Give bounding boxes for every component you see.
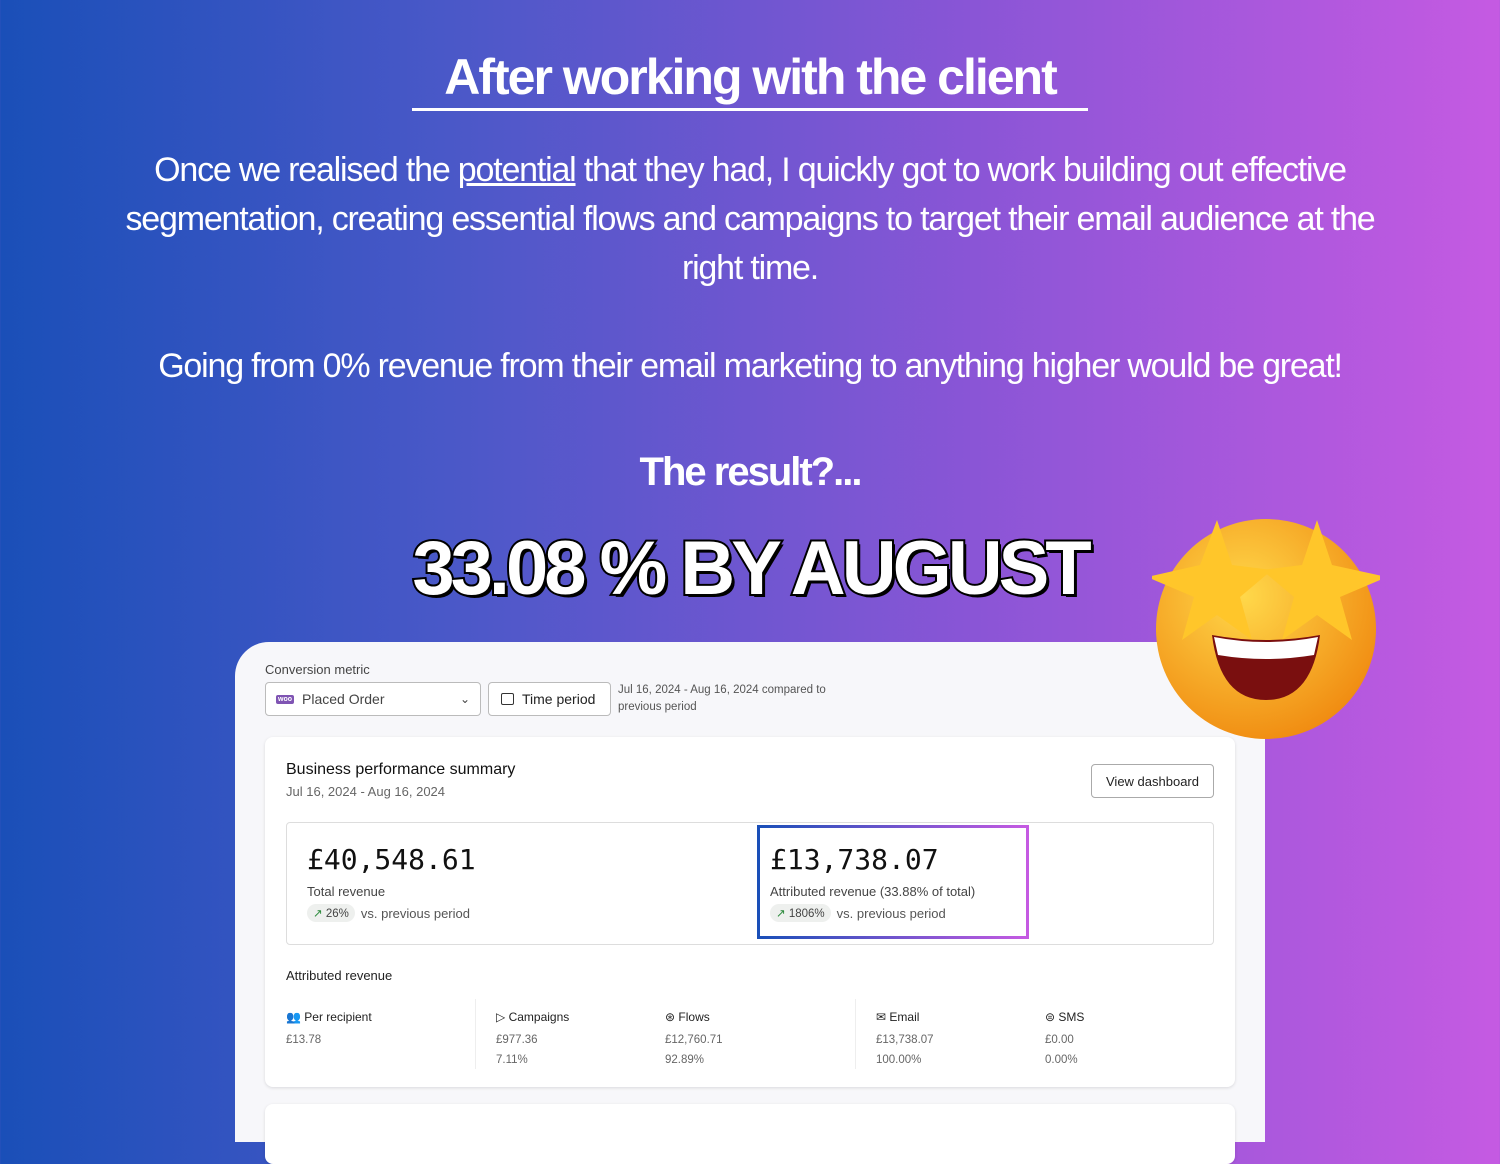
next-card <box>265 1104 1235 1164</box>
calendar-icon <box>501 693 514 705</box>
vs-text: vs. previous period <box>836 905 946 921</box>
heading-underline <box>412 108 1088 111</box>
chevron-down-icon: ⌄ <box>459 692 470 706</box>
intro-text: Once we realised the <box>154 151 458 189</box>
goal-text: Going from 0% revenue from their email m… <box>158 347 1343 385</box>
total-revenue-stat: £40,548.61 Total revenue ↗ 26% vs. previo… <box>307 843 476 922</box>
attributed-revenue-label: Attributed revenue (33.88% of total) <box>770 884 976 899</box>
total-revenue-label: Total revenue <box>307 884 386 899</box>
star-struck-emoji-icon <box>1152 519 1380 739</box>
page-heading: After working with the client <box>444 49 1057 105</box>
sms-icon: ⊜ <box>1045 1010 1056 1024</box>
change-badge: ↗ 26% <box>307 904 355 922</box>
users-icon: 👥 <box>286 1010 301 1024</box>
total-revenue-value: £40,548.61 <box>307 843 476 876</box>
column-per-recipient: 👥 Per recipient £13.78 <box>286 1010 372 1046</box>
flow-icon: ⊛ <box>665 1010 676 1024</box>
stats-box: £40,548.61 Total revenue ↗ 26% vs. previo… <box>286 822 1214 945</box>
time-period-button[interactable]: Time period <box>488 682 611 716</box>
time-period-label: Time period <box>522 691 596 707</box>
summary-title: Business performance summary <box>286 761 516 778</box>
compare-text: Jul 16, 2024 - Aug 16, 2024 compared to … <box>618 684 826 713</box>
result-label: The result?... <box>639 450 863 494</box>
column-flows: ⊛ Flows £12,760.71 92.89% <box>665 1010 723 1066</box>
metric-value: Placed Order <box>302 691 385 707</box>
conversion-metric-label: Conversion metric <box>265 662 370 677</box>
trend-up-icon: ↗ <box>776 908 786 920</box>
send-icon: ▷ <box>496 1010 506 1024</box>
column-campaigns: ▷ Campaigns £977.36 7.11% <box>496 1010 570 1066</box>
trend-up-icon: ↗ <box>313 908 323 920</box>
intro-text-rest: that they had, I quickly got to work bui… <box>125 151 1375 287</box>
column-email: ✉ Email £13,738.07 100.00% <box>876 1010 934 1066</box>
conversion-metric-select[interactable]: woo Placed Order ⌄ <box>265 682 481 716</box>
change-badge: ↗ 1806% <box>770 904 831 922</box>
result-value: 33.08 % BY AUGUST <box>410 524 1093 613</box>
summary-dates: Jul 16, 2024 - Aug 16, 2024 <box>286 784 446 799</box>
attributed-revenue-value: £13,738.07 <box>770 843 939 876</box>
mail-icon: ✉ <box>876 1010 887 1024</box>
view-dashboard-button[interactable]: View dashboard <box>1091 764 1214 798</box>
vs-text: vs. previous period <box>360 905 470 921</box>
dashboard-panel: Conversion metric woo Placed Order ⌄ Time … <box>235 642 1265 1164</box>
summary-card: Business performance summary Jul 16, 202… <box>265 737 1235 1087</box>
attributed-revenue-stat: £13,738.07 Attributed revenue (33.88% of… <box>770 843 975 922</box>
potential-link: potential <box>457 151 577 189</box>
woocommerce-icon: woo <box>276 694 294 704</box>
attributed-heading: Attributed revenue <box>286 968 393 983</box>
intro-paragraph: Once we realised the potential that they… <box>100 146 1400 293</box>
column-sms: ⊜ SMS £0.00 0.00% <box>1045 1010 1085 1066</box>
